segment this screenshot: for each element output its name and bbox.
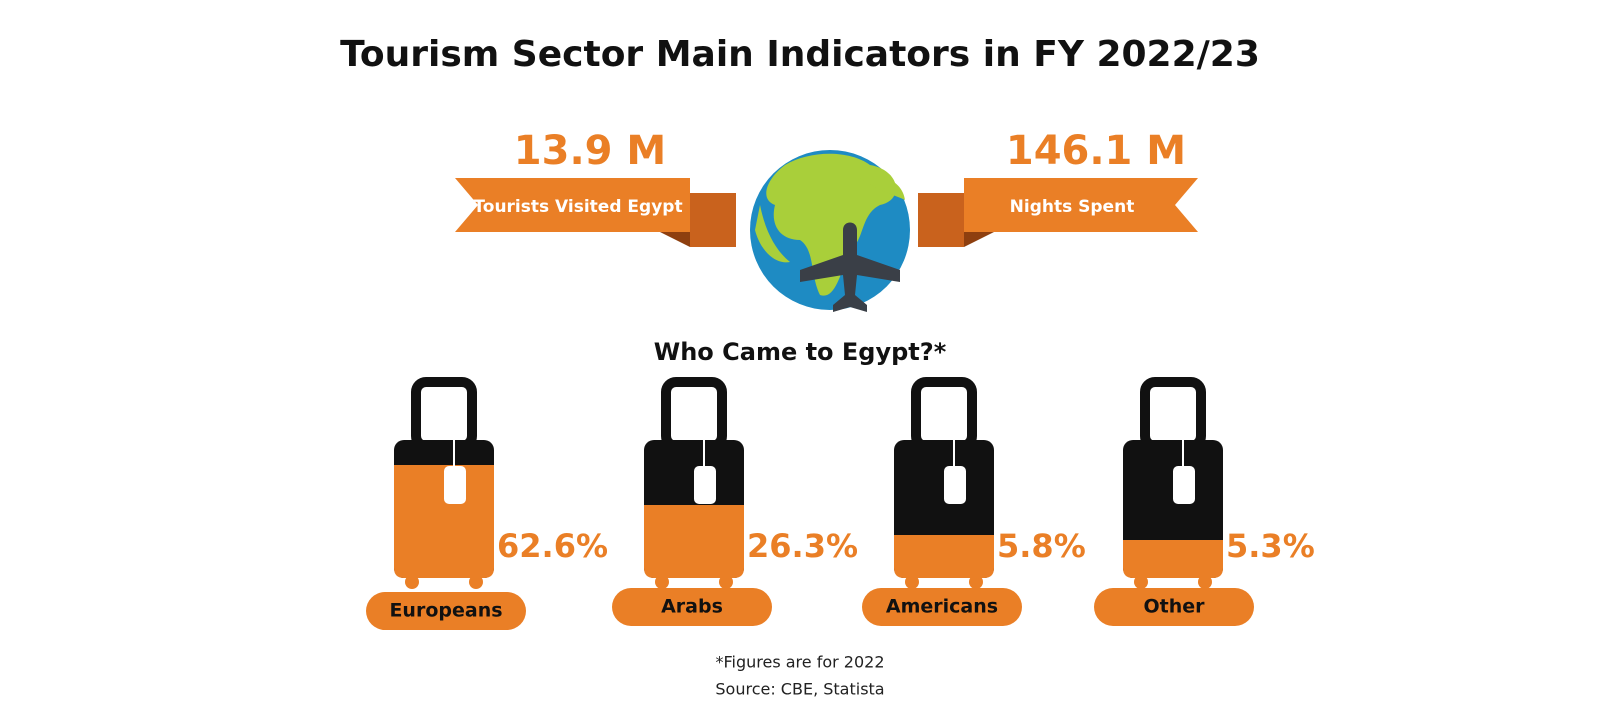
share-value: 5.3% <box>1226 527 1315 565</box>
luggage-tag <box>944 466 966 504</box>
footnote: *Figures are for 2022 <box>715 653 884 672</box>
category-pill <box>366 592 526 630</box>
luggage-tag <box>444 466 466 504</box>
share-value: 26.3% <box>747 527 858 565</box>
handle <box>1140 377 1206 451</box>
wheel <box>655 575 669 589</box>
category-label: Other <box>1143 596 1205 618</box>
category-pill <box>1094 588 1254 626</box>
indicator-value: 146.1 M <box>1006 128 1186 174</box>
wheel <box>1198 575 1212 589</box>
suitcase <box>644 377 744 589</box>
category-pill <box>612 588 772 626</box>
wheel <box>405 575 419 589</box>
suitcase <box>394 377 494 589</box>
case-fill <box>644 505 744 578</box>
luggage-tag <box>1173 466 1195 504</box>
ribbon-left <box>455 178 736 247</box>
wheel <box>469 575 483 589</box>
category-label: Europeans <box>389 600 502 622</box>
case-fill <box>394 465 494 578</box>
ribbon-right <box>918 178 1198 247</box>
suitcases: 62.6% Europeans 26.3% Arabs 5.8% Americans 5.3… <box>366 377 1315 630</box>
wheel <box>1134 575 1148 589</box>
indicator-value: 13.9 M <box>514 128 666 174</box>
share-value: 5.8% <box>997 527 1086 565</box>
case-fill <box>894 535 994 578</box>
suitcase <box>894 377 994 589</box>
title: Tourism Sector Main Indicators in FY 202… <box>340 34 1260 75</box>
globe-icon <box>750 150 910 312</box>
luggage-tag <box>694 466 716 504</box>
case-fill <box>1123 540 1223 578</box>
handle <box>411 377 477 451</box>
section-title: Who Came to Egypt?* <box>654 338 947 366</box>
handle <box>661 377 727 451</box>
source: Source: CBE, Statista <box>715 680 884 699</box>
wheel <box>969 575 983 589</box>
handle <box>911 377 977 451</box>
share-value: 62.6% <box>497 527 608 565</box>
category-pill <box>862 588 1022 626</box>
wheel <box>905 575 919 589</box>
indicator-label: Tourists Visited Egypt <box>473 197 682 217</box>
suitcase <box>1123 377 1223 589</box>
category-label: Arabs <box>661 596 723 618</box>
category-label: Americans <box>886 596 998 618</box>
wheel <box>719 575 733 589</box>
indicator-label: Nights Spent <box>1010 197 1135 217</box>
